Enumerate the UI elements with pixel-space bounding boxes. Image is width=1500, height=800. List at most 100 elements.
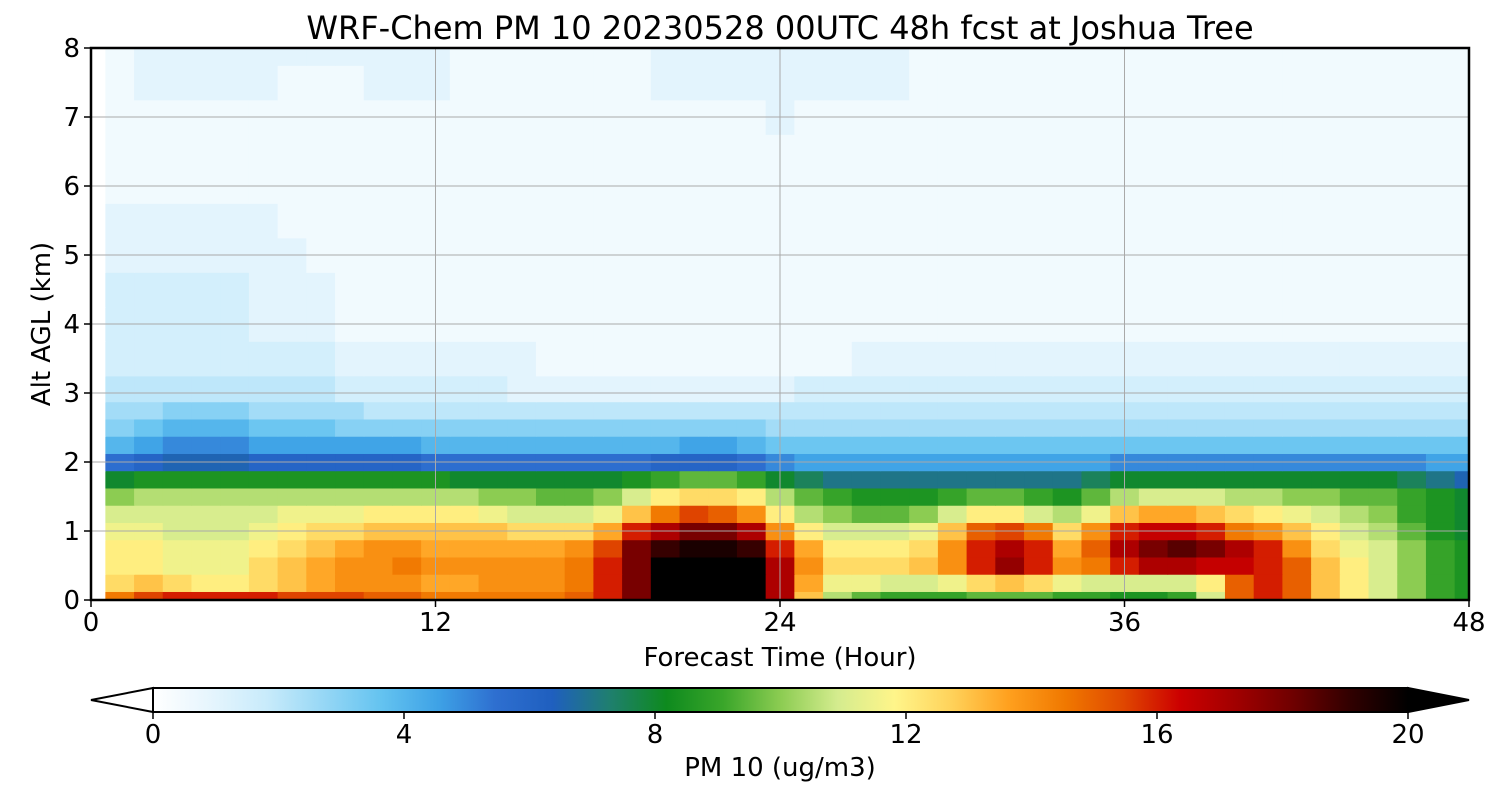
heatmap-cell (248, 436, 279, 454)
heatmap-cell (851, 436, 882, 454)
heatmap-cell (823, 418, 853, 437)
heatmap-cell (91, 65, 106, 101)
heatmap-cell (1397, 505, 1427, 523)
heatmap-cell (1339, 436, 1370, 454)
heatmap-cell (1081, 272, 1111, 308)
heatmap-cell (1024, 401, 1054, 420)
heatmap-cell (1224, 272, 1255, 308)
heatmap-cell (1167, 272, 1197, 308)
heatmap-cell (622, 470, 652, 489)
heatmap-cell (679, 48, 709, 66)
heatmap-cell (306, 65, 336, 101)
heatmap-cell (507, 539, 537, 558)
heatmap-cell (1024, 272, 1054, 308)
heatmap-cell (622, 418, 652, 437)
heatmap-cell (1224, 487, 1255, 506)
heatmap-cell (91, 272, 106, 308)
heatmap-cell (1167, 487, 1197, 506)
heatmap-cell (1081, 436, 1111, 454)
heatmap-cell (1339, 470, 1370, 489)
heatmap-cell (823, 436, 853, 454)
heatmap-cell (220, 418, 250, 437)
heatmap-cell (650, 418, 681, 437)
heatmap-cell (162, 401, 193, 420)
heatmap-cell (220, 401, 250, 420)
heatmap-cell (1196, 401, 1226, 420)
heatmap-cell (650, 134, 681, 170)
heatmap-cell (1138, 65, 1169, 101)
heatmap-cell (220, 65, 250, 101)
heatmap-cell (507, 556, 537, 575)
heatmap-cell (162, 505, 193, 523)
gridlines (91, 48, 1469, 600)
heatmap-cell (449, 591, 480, 600)
heatmap-cell (134, 341, 164, 377)
heatmap-cell (564, 418, 594, 437)
heatmap-cell (708, 341, 738, 377)
heatmap-cell (794, 418, 824, 437)
heatmap-cell (851, 65, 882, 101)
heatmap-cell (535, 574, 566, 592)
heatmap-cell (1024, 203, 1054, 239)
heatmap-cell (1167, 505, 1197, 523)
heatmap-cell (851, 418, 882, 437)
heatmap-cell (909, 134, 939, 170)
heatmap-cell (1368, 341, 1398, 377)
heatmap-cell (1454, 341, 1469, 377)
heatmap-cell (134, 470, 164, 489)
heatmap-cell (1024, 341, 1054, 377)
heatmap-cell (335, 556, 365, 575)
x-tick-label: 36 (1108, 608, 1141, 638)
heatmap-cell (535, 505, 566, 523)
heatmap-cell (1024, 375, 1054, 403)
heatmap-cell (1167, 556, 1197, 575)
heatmap-cell (1454, 505, 1469, 523)
heatmap-cell (1052, 65, 1083, 101)
heatmap-cell (1425, 203, 1456, 239)
heatmap-cell (134, 203, 164, 239)
heatmap-cell (220, 203, 250, 239)
heatmap-cell (622, 487, 652, 506)
heatmap-cell (708, 574, 738, 592)
heatmap-cell (880, 487, 910, 506)
heatmap-cell (1052, 505, 1083, 523)
heatmap-cell (1167, 418, 1197, 437)
heatmap-cell (363, 556, 394, 575)
heatmap-cell (1138, 505, 1169, 523)
heatmap-cell (1397, 375, 1427, 403)
heatmap-cell (880, 574, 910, 592)
heatmap-cell (1024, 436, 1054, 454)
heatmap-cell (823, 505, 853, 523)
heatmap-cell (794, 341, 824, 377)
heatmap-cell (248, 591, 279, 600)
heatmap-cell (650, 505, 681, 523)
heatmap-cell (1253, 487, 1283, 506)
heatmap-cell (650, 65, 681, 101)
heatmap-cell (880, 418, 910, 437)
heatmap-cell (134, 48, 164, 66)
heatmap-cell (1368, 556, 1398, 575)
heatmap-cell (966, 556, 996, 575)
heatmap-cell (995, 401, 1025, 420)
heatmap-cell (162, 48, 193, 66)
heatmap-cell (1052, 574, 1083, 592)
heatmap-cell (593, 470, 623, 489)
heatmap-cell (1425, 591, 1456, 600)
heatmap-cell (966, 418, 996, 437)
heatmap-cell (1368, 401, 1398, 420)
heatmap-cell (1224, 418, 1255, 437)
heatmap-cell (736, 134, 767, 170)
colorbar-tick-label: 0 (145, 720, 162, 750)
heatmap-cell (91, 341, 106, 377)
heatmap-cell (191, 487, 221, 506)
heatmap-cell (306, 556, 336, 575)
heatmap-cell (1196, 574, 1226, 592)
heatmap-cell (478, 470, 508, 489)
heatmap-cell (1052, 203, 1083, 239)
heatmap-cell (478, 505, 508, 523)
heatmap-cell (823, 470, 853, 489)
heatmap-cell (1138, 134, 1169, 170)
heatmap-cell (392, 341, 422, 377)
heatmap-cell (937, 539, 968, 558)
